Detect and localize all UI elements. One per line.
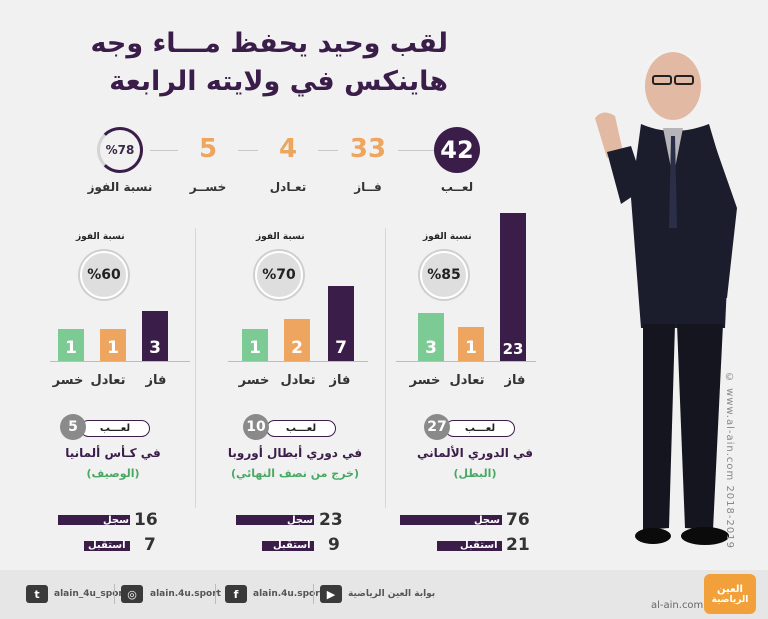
conceded-value: 9 [328, 535, 340, 555]
conceded-value: 7 [144, 535, 156, 555]
twitter-icon[interactable]: t [26, 585, 48, 603]
bar-lost: 1 [242, 329, 268, 361]
chart-axis [50, 361, 190, 362]
win-pct-circle: %85 [420, 251, 468, 299]
conceded-label: استقبل [88, 540, 126, 551]
site-url[interactable]: al-ain.com [651, 600, 704, 611]
competition-result: (البطل) [453, 467, 497, 480]
footer-separator [215, 584, 216, 604]
lost-value: 5 [178, 134, 238, 164]
win-pct-circle: %70 [255, 251, 303, 299]
won-label: فــاز [354, 180, 382, 194]
win-pct-circle: %60 [80, 251, 128, 299]
instagram-icon[interactable]: ◎ [121, 585, 143, 603]
played-label: لعــب [440, 180, 474, 194]
bar-drawn: 1 [100, 329, 126, 361]
footer: t alain_4u_sport ◎ alain.4u.sport f alai… [0, 570, 768, 619]
scored-value: 76 [506, 510, 530, 530]
logo-line-2: الرياضية [711, 594, 749, 605]
logo-line-1: العين [717, 583, 743, 595]
bar-lost: 1 [58, 329, 84, 361]
bar-drawn: 1 [458, 327, 484, 361]
cat-lost: خسر [409, 373, 441, 388]
conceded-bar [437, 541, 502, 551]
win-pct-label: نسبة الفوز [76, 232, 125, 242]
competition-name: في كـأس ألمانيا [65, 446, 161, 460]
bar-chart-champions-league: 1 2 7 [228, 286, 364, 361]
competition-name: في الدوري الألماني [416, 446, 534, 460]
competition-name: في دوري أبطال أوروبا [227, 446, 363, 460]
panel-divider [195, 228, 196, 508]
cat-lost: خسر [52, 373, 84, 388]
portal-name[interactable]: بوابة العين الرياضية [348, 589, 436, 599]
scored-label: سجل [474, 515, 500, 526]
scored-label: سجل [103, 515, 129, 526]
title-line-1: لقب وحيد يحفظ مـــاء وجه [90, 28, 448, 59]
scored-value: 16 [134, 510, 158, 530]
win-pct-label: نسبة الفوز [256, 232, 305, 242]
games-count: 10 [243, 414, 269, 440]
panel-divider [385, 228, 386, 508]
bar-won: 7 [328, 286, 354, 361]
bar-won: 23 [500, 213, 526, 361]
footer-separator [114, 584, 115, 604]
footer-separator [313, 584, 314, 604]
bar-chart-german-cup: 1 1 3 [50, 311, 186, 361]
cat-won: فاز [329, 373, 351, 388]
bar-won: 3 [142, 311, 168, 361]
games-tag: لعـــب [445, 420, 515, 437]
competition-result: (خرج من نصف النهائي) [230, 467, 360, 480]
scored-bar [400, 515, 502, 525]
drawn-value: 4 [258, 134, 318, 164]
lost-label: خســر [189, 180, 227, 194]
cat-drawn: تعادل [90, 373, 126, 388]
games-count: 27 [424, 414, 450, 440]
scored-bar [58, 515, 130, 525]
games-tag: لعـــب [80, 420, 150, 437]
facebook-icon[interactable]: f [225, 585, 247, 603]
bar-drawn: 2 [284, 319, 310, 361]
coach-photo [595, 50, 737, 545]
al-ain-logo: العين الرياضية [704, 574, 756, 614]
summary-win-pct: %78 [97, 127, 143, 173]
scored-value: 23 [319, 510, 343, 530]
twitter-handle[interactable]: alain_4u_sport [54, 589, 128, 599]
win-pct-label: نسبة الفوز [423, 232, 472, 242]
instagram-handle[interactable]: alain.4u.sport [150, 589, 221, 599]
games-count: 5 [60, 414, 86, 440]
conceded-label: استقبل [273, 540, 311, 551]
scored-bar [236, 515, 314, 525]
summary-win-pct-label: نسبة الفوز [87, 180, 153, 194]
games-tag: لعـــب [266, 420, 336, 437]
site-credit: © www.al-ain.com 2018-2019 [724, 372, 735, 549]
cat-won: فاز [145, 373, 167, 388]
cat-won: فاز [504, 373, 526, 388]
competition-result: (الوصيف) [86, 467, 140, 480]
title-line-2: هاينكس في ولايته الرابعة [109, 66, 448, 97]
drawn-label: تعـادل [269, 180, 307, 194]
bar-chart-bundesliga: 3 1 23 [396, 213, 532, 361]
played-circle: 42 [434, 127, 480, 173]
chart-axis [228, 361, 368, 362]
chart-axis [396, 361, 536, 362]
conceded-bar [84, 541, 130, 551]
cat-drawn: تعادل [280, 373, 316, 388]
facebook-handle[interactable]: alain.4u.sport [253, 589, 324, 599]
conceded-value: 21 [506, 535, 530, 555]
scored-label: سجل [287, 515, 313, 526]
conceded-bar [262, 541, 314, 551]
cat-drawn: تعادل [449, 373, 485, 388]
won-value: 33 [338, 134, 398, 164]
youtube-icon[interactable]: ▶ [320, 585, 342, 603]
conceded-label: استقبل [460, 540, 498, 551]
cat-lost: خسر [238, 373, 270, 388]
bar-lost: 3 [418, 313, 444, 361]
